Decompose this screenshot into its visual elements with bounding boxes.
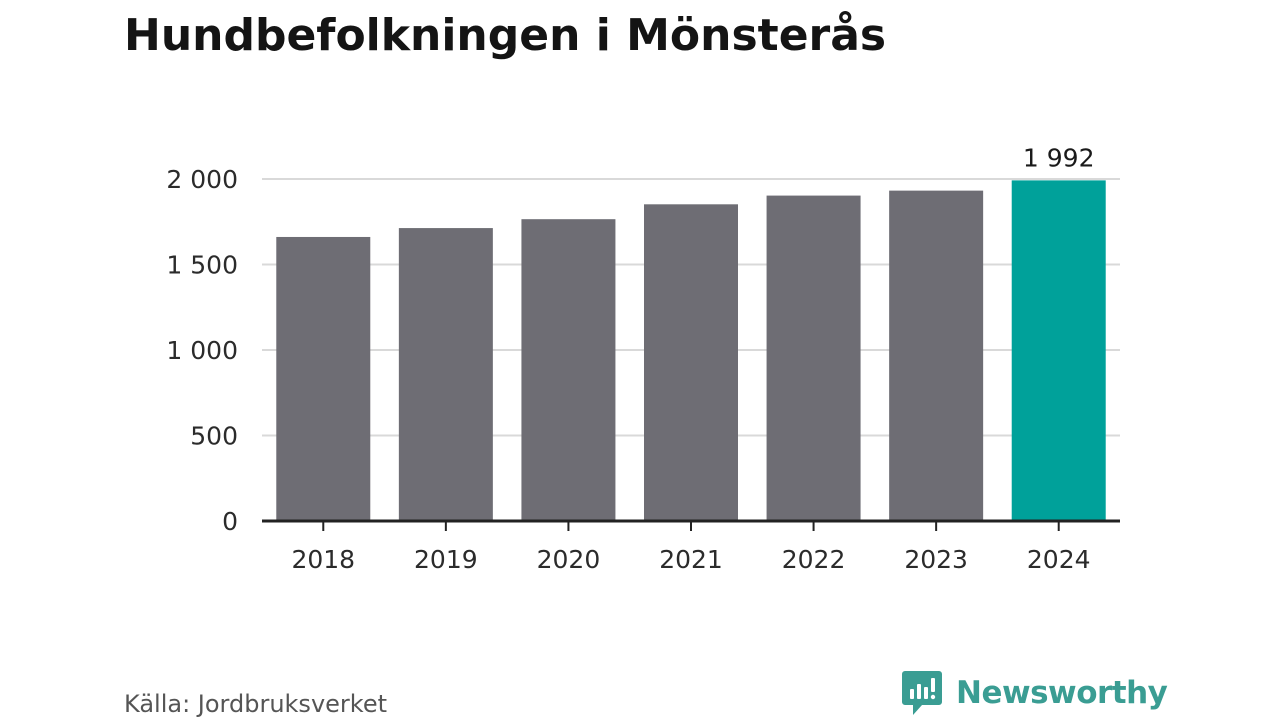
source-note: Källa: Jordbruksverket bbox=[124, 690, 387, 718]
y-axis-tick-labels: 0 500 1 000 1 500 2 000 bbox=[166, 165, 238, 536]
x-tick-label-2020: 2020 bbox=[537, 545, 601, 574]
brand-name: Newsworthy bbox=[956, 675, 1168, 711]
x-tick-label-2022: 2022 bbox=[782, 545, 846, 574]
bar-2019 bbox=[398, 228, 493, 521]
bar-2023 bbox=[889, 190, 984, 522]
data-label-2024: 1 992 bbox=[1023, 143, 1095, 172]
bar-2020 bbox=[521, 219, 616, 521]
x-tick-label-2019: 2019 bbox=[414, 545, 478, 574]
x-axis-tick-labels: 2018 2019 2020 2021 2022 2023 2024 bbox=[262, 519, 1120, 574]
y-tick-label: 1 000 bbox=[166, 336, 238, 365]
x-tick-label-2018: 2018 bbox=[291, 545, 355, 574]
chart-title: Hundbefolkningen i Mönsterås bbox=[124, 10, 887, 61]
y-tick-label: 0 bbox=[222, 507, 238, 536]
bar-2021 bbox=[644, 204, 738, 522]
y-tick-label: 1 500 bbox=[166, 251, 238, 280]
data-labels: 1 992 bbox=[1023, 143, 1095, 172]
bar-2022 bbox=[766, 195, 861, 521]
x-tick-label-2024: 2024 bbox=[1027, 545, 1091, 574]
x-tick-label-2023: 2023 bbox=[904, 545, 968, 574]
brand-logo: Newsworthy bbox=[902, 668, 1168, 718]
bar-2018 bbox=[276, 236, 371, 521]
y-tick-label: 2 000 bbox=[166, 165, 238, 194]
bars bbox=[276, 180, 1106, 522]
newsworthy-logo-icon bbox=[902, 671, 942, 715]
x-tick-label-2021: 2021 bbox=[659, 545, 723, 574]
y-tick-label: 500 bbox=[190, 422, 238, 451]
bar-2024 bbox=[1011, 180, 1106, 522]
